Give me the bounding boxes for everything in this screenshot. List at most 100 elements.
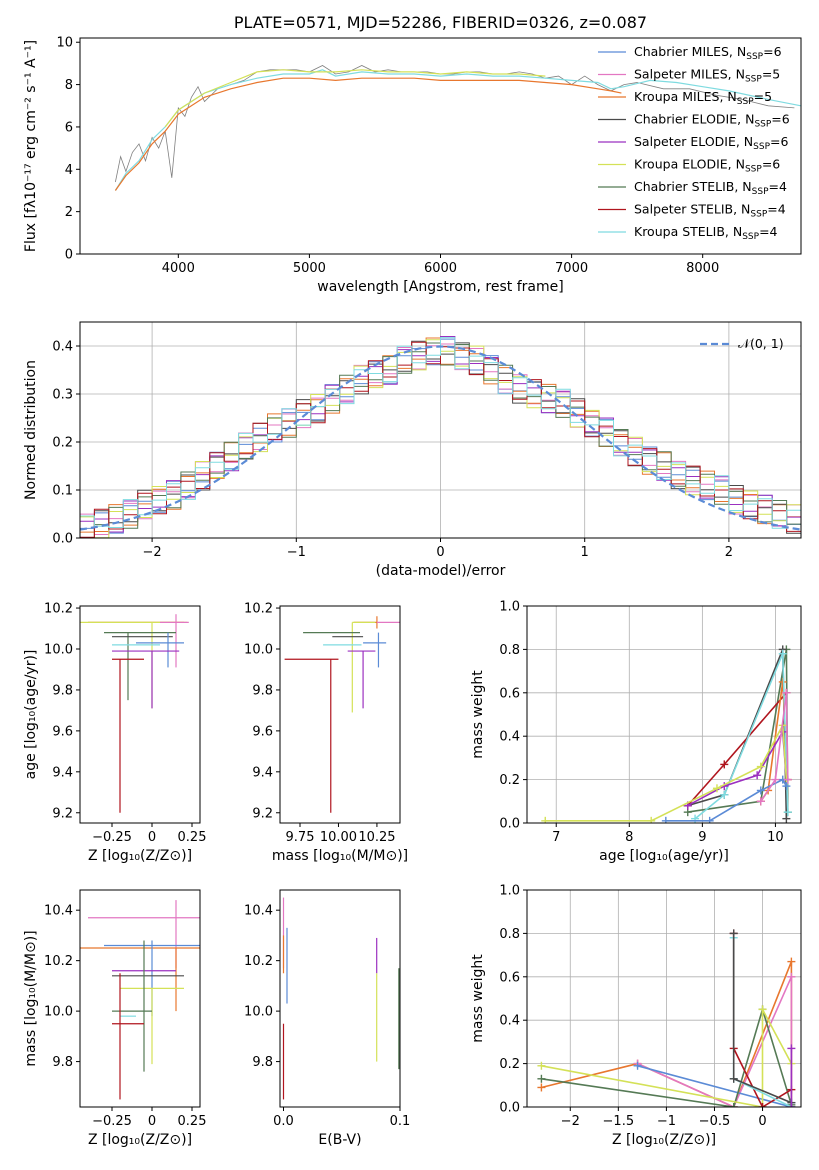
y-tick-label: 0.6 <box>499 686 520 701</box>
y-axis-label: mass weight <box>470 954 486 1043</box>
weight-marker <box>729 929 738 938</box>
errorbar-salpeter_stelib <box>284 658 339 813</box>
y-tick-label: 0.4 <box>499 1014 520 1029</box>
series-data <box>115 65 795 183</box>
errorbar-kroupa_elodie <box>80 621 188 709</box>
errorbar-salpeter_miles <box>160 614 189 668</box>
weight-marker <box>729 1103 738 1107</box>
weight-line-kroupa_stelib <box>694 653 789 820</box>
age-weight-panel: 7 8 9 10 0.0 0.2 0.4 0.6 0.8 1.0 age [log₁₀(age/yr… <box>470 600 802 864</box>
y-tick-label: 9.4 <box>52 765 73 780</box>
y-tick-label: 10.2 <box>44 954 73 969</box>
x-tick-label: −0.25 <box>92 830 132 845</box>
x-tick-label: 6000 <box>424 261 457 276</box>
errorbar-chabrier_stelib <box>104 632 176 701</box>
x-axis-label: Z [log₁₀(Z/Z⊙)] <box>88 1132 192 1148</box>
weight-marker <box>787 972 796 981</box>
errorbar-kroupa_elodie <box>120 987 184 1065</box>
axes-frame <box>279 889 401 1108</box>
y-tick-label: 0.3 <box>52 388 73 403</box>
y-tick-label: 0.4 <box>499 730 520 745</box>
legend-entry: 𝒩(0, 1) <box>700 336 784 351</box>
y-tick-label: 0.4 <box>52 340 73 355</box>
y-axis-label: mass [log₁₀(M/M⊙)] <box>23 930 39 1066</box>
normal-curve <box>80 345 801 531</box>
y-axis-label: Normed distribution <box>23 360 39 500</box>
weight-marker <box>705 816 714 823</box>
x-tick-label: 4000 <box>162 261 195 276</box>
y-tick-label: 10.4 <box>244 904 273 919</box>
y-tick-label: 0.8 <box>499 643 520 658</box>
errorbar-salpeter_elodie <box>112 650 180 709</box>
axes-frame <box>79 37 802 255</box>
y-tick-label: 9.4 <box>252 765 273 780</box>
errorbar-salpeter_stelib <box>112 658 144 813</box>
weight-marker <box>537 1061 546 1070</box>
errorbar-chabrier_miles <box>136 632 184 668</box>
mass-age-panel: 9.75 10.00 10.25 9.2 9.4 9.6 9.8 10.0 10.2 mass [… <box>244 602 408 864</box>
z-age-plot-area <box>80 614 189 813</box>
y-tick-label: 10.4 <box>44 904 73 919</box>
y-tick-label: 0.6 <box>499 970 520 985</box>
spectrum-panel: 4000 5000 6000 7000 8000 0 2 4 6 8 10 wavelength [A… <box>23 13 802 295</box>
y-tick-label: 6 <box>65 120 73 135</box>
weight-marker <box>782 814 791 823</box>
z-mass-panel: −0.25 0 0.25 9.8 10.0 10.2 10.4 Z [log₁₀(Z/Z⊙)]… <box>23 889 206 1148</box>
legend-label: 𝒩(0, 1) <box>738 336 784 351</box>
legend-label: Salpeter ELODIE, NSSP=6 <box>634 134 789 152</box>
series-kroupa_miles <box>114 77 622 191</box>
z-weight-panel: −2 −1.5 −1 −0.5 0 0.0 0.2 0.4 0.6 0.8 1.0 Z [log₁₀(… <box>470 884 802 1148</box>
legend-label: Kroupa ELODIE, NSSP=6 <box>634 157 780 175</box>
z-mass-plot-area <box>80 900 200 1100</box>
legend-label: Chabrier ELODIE, NSSP=6 <box>634 112 790 130</box>
weight-marker <box>712 784 721 793</box>
y-tick-label: 9.2 <box>252 806 273 821</box>
z-age-panel: −0.25 0 0.25 9.2 9.4 9.6 9.8 10.0 10.2 Z [log₁₀(Z… <box>23 602 206 864</box>
weight-marker <box>720 760 729 769</box>
legend-label: Kroupa MILES, NSSP=5 <box>634 89 772 107</box>
mass-age-plot-area <box>284 616 400 813</box>
y-tick-label: 1.0 <box>499 884 520 899</box>
y-tick-label: 10.2 <box>44 602 73 617</box>
weight-marker <box>782 782 791 791</box>
y-tick-label: 0.0 <box>499 1101 520 1116</box>
weight-marker <box>778 649 787 658</box>
z-weight-plot-area <box>537 929 796 1107</box>
legend-entry: Salpeter MILES, NSSP=5 <box>598 67 780 85</box>
weight-line-kroupa_elodie <box>545 722 788 822</box>
weight-marker <box>720 790 729 799</box>
x-tick-label: 0 <box>148 830 156 845</box>
x-tick-label: −0.5 <box>699 1114 731 1129</box>
y-tick-label: 9.8 <box>252 683 273 698</box>
x-axis-label: Z [log₁₀(Z/Z⊙)] <box>612 1132 716 1148</box>
y-tick-label: 1.0 <box>499 600 520 615</box>
y-axis-label: age [log₁₀(age/yr)] <box>23 650 39 780</box>
y-tick-label: 0.0 <box>52 532 73 547</box>
weight-marker <box>771 775 780 784</box>
x-tick-label: 1 <box>581 545 589 560</box>
weight-marker <box>783 775 792 784</box>
x-tick-label: 0 <box>436 545 444 560</box>
x-axis-label: mass [log₁₀(M/M⊙)] <box>272 848 408 864</box>
y-tick-label: 9.6 <box>52 724 73 739</box>
x-tick-label: −2 <box>143 545 162 560</box>
y-tick-label: 0.8 <box>499 927 520 942</box>
errorbar-salpeter_stelib <box>112 973 144 1100</box>
weight-marker <box>756 786 765 795</box>
axes-frame <box>79 605 201 824</box>
weight-marker <box>647 816 656 823</box>
x-tick-label: 7000 <box>555 261 588 276</box>
y-tick-label: 10.0 <box>44 642 73 657</box>
weight-marker <box>537 1074 546 1083</box>
y-tick-label: 10.2 <box>244 602 273 617</box>
legend-entry: Salpeter ELODIE, NSSP=6 <box>598 134 789 152</box>
legend-label: Chabrier STELIB, NSSP=4 <box>634 179 787 197</box>
weight-line-salpeter_miles <box>760 692 789 802</box>
weight-marker <box>787 957 796 966</box>
errorbar-chabrier_miles <box>363 632 387 668</box>
errorbar-chabrier_stelib <box>112 940 152 1072</box>
y-tick-label: 8 <box>65 78 73 93</box>
axes-frame <box>79 321 802 539</box>
x-tick-label: 5000 <box>293 261 326 276</box>
errorbar-kroupa_elodie <box>351 621 376 713</box>
